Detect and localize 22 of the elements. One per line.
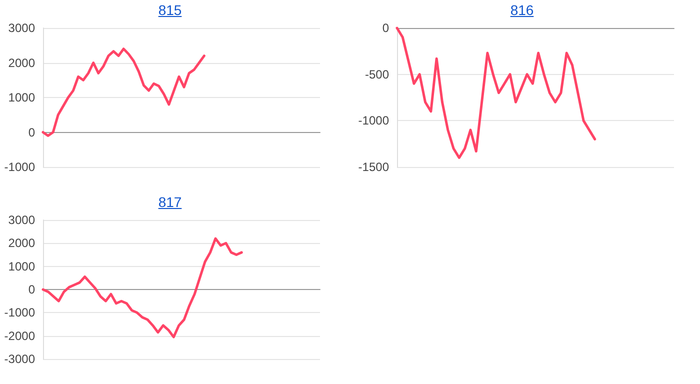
y-tick-label: 3000 (8, 21, 36, 35)
y-tick-label: 1000 (8, 259, 36, 274)
y-tick-label: 2000 (8, 236, 36, 250)
y-tick-label: -1500 (358, 160, 390, 174)
chart-title: 815 (157, 2, 183, 18)
y-tick-label: -1000 (4, 306, 36, 320)
chart-title: 817 (157, 194, 183, 210)
y-tick-label: -2000 (4, 328, 36, 343)
y-tick-label: -3000 (4, 352, 36, 366)
y-tick-label: 0 (28, 125, 36, 140)
y-tick-label: 2000 (8, 56, 36, 70)
y-tick-label: 3000 (8, 213, 36, 227)
y-tick-label: -1000 (4, 160, 36, 174)
line-series (42, 48, 206, 137)
y-tick-label: 0 (382, 21, 390, 35)
y-tick-label: -500 (364, 67, 390, 82)
line-series (42, 237, 243, 338)
line-series (396, 26, 596, 159)
chart-title: 816 (509, 2, 535, 18)
y-tick-label: -1000 (358, 114, 390, 128)
y-tick-label: 1000 (8, 90, 36, 104)
y-tick-label: 0 (28, 282, 36, 296)
